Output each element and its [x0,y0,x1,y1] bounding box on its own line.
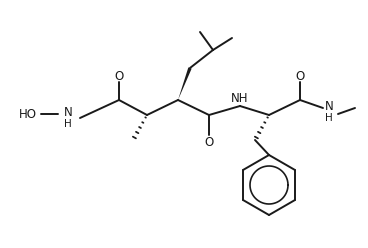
Text: H: H [325,113,333,123]
Polygon shape [178,67,192,100]
Text: HO: HO [19,107,37,121]
Text: H: H [64,119,72,129]
Text: O: O [296,69,305,83]
Text: O: O [114,69,124,83]
Text: N: N [64,106,72,120]
Text: N: N [325,99,333,113]
Text: NH: NH [231,92,249,104]
Text: O: O [204,136,214,150]
